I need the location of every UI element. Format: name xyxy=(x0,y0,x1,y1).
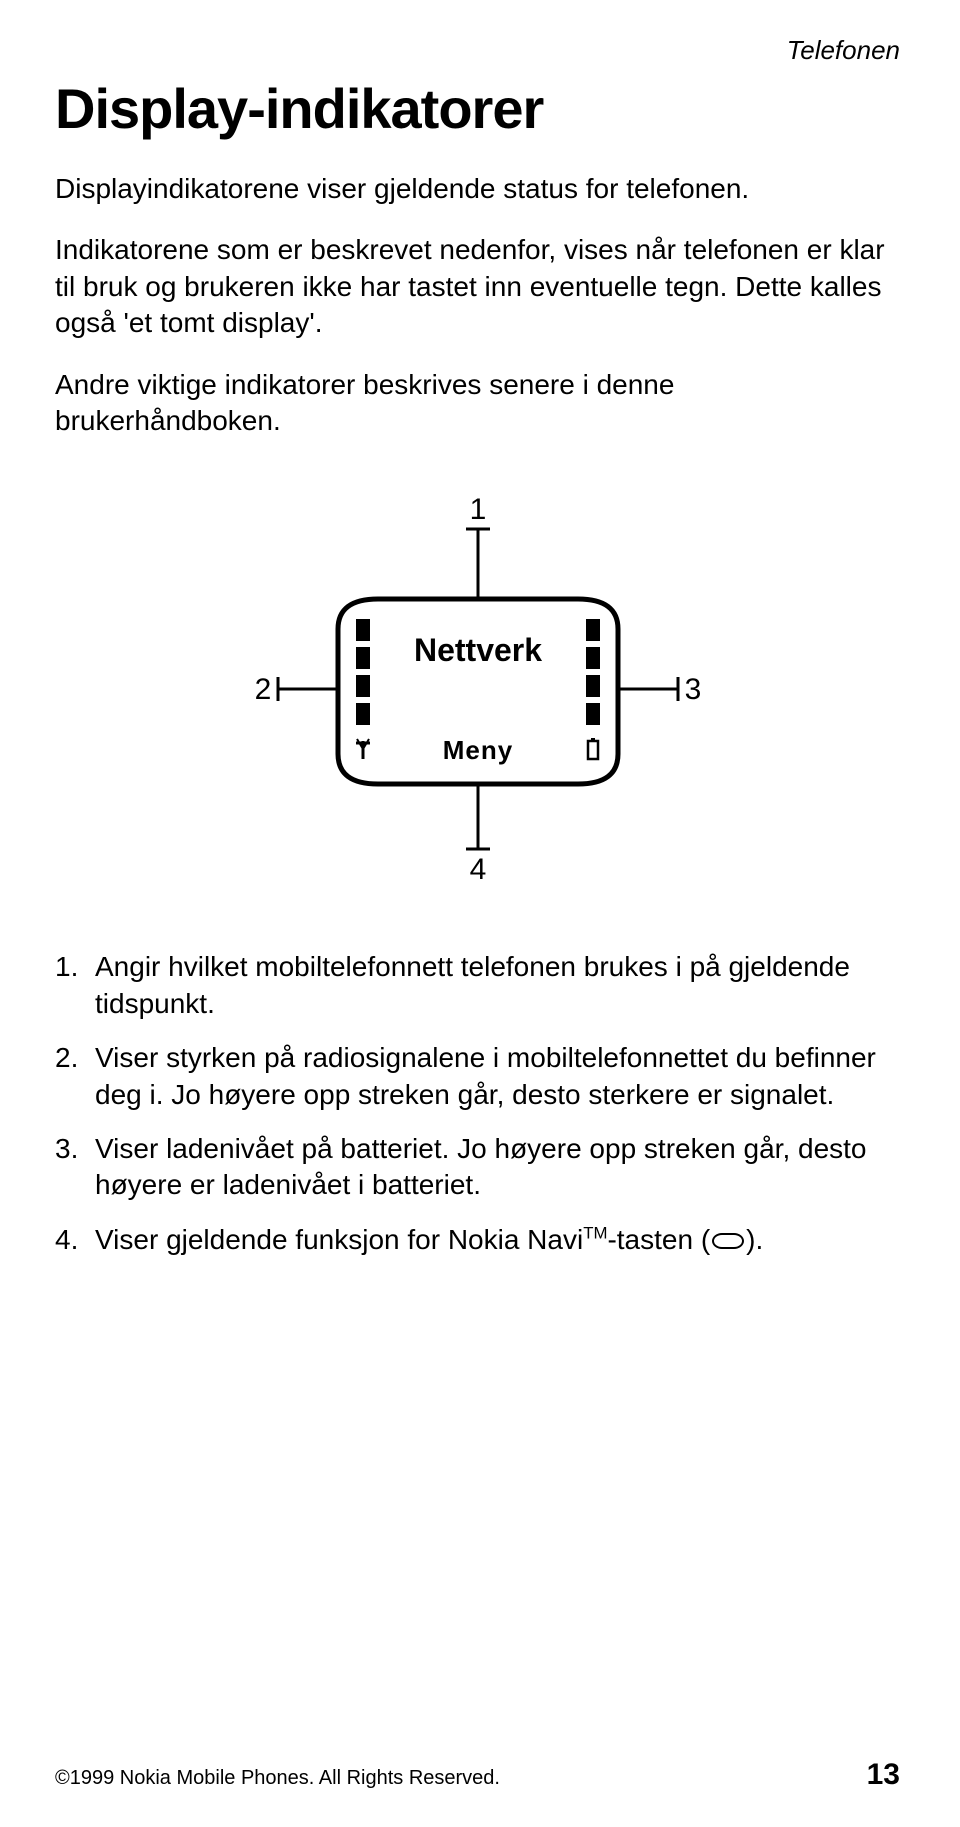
page-number: 13 xyxy=(867,1758,900,1792)
list-number-2: 2. xyxy=(55,1040,95,1113)
list-text-3: Viser ladenivået på batteriet. Jo høyere… xyxy=(95,1131,900,1204)
list-text-2: Viser styrken på radiosignalene i mobilt… xyxy=(95,1040,900,1113)
page-footer: ©1999 Nokia Mobile Phones. All Rights Re… xyxy=(55,1758,900,1792)
section-header: Telefonen xyxy=(55,35,900,66)
list-item: 2. Viser styrken på radiosignalene i mob… xyxy=(55,1040,900,1113)
diagram-label-4: 4 xyxy=(469,853,486,886)
copyright-text: ©1999 Nokia Mobile Phones. All Rights Re… xyxy=(55,1767,500,1790)
intro-paragraph-3: Andre viktige indikatorer beskrives sene… xyxy=(55,367,900,440)
list-number-4: 4. xyxy=(55,1222,95,1258)
list-item: 1. Angir hvilket mobiltelefonnett telefo… xyxy=(55,949,900,1022)
list-number-1: 1. xyxy=(55,949,95,1022)
display-diagram: 1 2 3 4 xyxy=(55,489,900,889)
diagram-label-3: 3 xyxy=(684,673,701,706)
diagram-label-1: 1 xyxy=(469,493,486,526)
intro-paragraph-1: Displayindikatorene viser gjeldende stat… xyxy=(55,171,900,207)
list-text-1: Angir hvilket mobiltelefonnett telefonen… xyxy=(95,949,900,1022)
diagram-label-2: 2 xyxy=(254,673,271,706)
display-diagram-svg: 1 2 3 4 xyxy=(218,489,738,889)
list-4-suffix: -tasten ( xyxy=(607,1224,710,1255)
display-main-text: Nettverk xyxy=(413,632,541,668)
intro-paragraph-2: Indikatorene som er beskrevet nedenfor, … xyxy=(55,232,900,341)
list-4-end: ). xyxy=(746,1224,763,1255)
display-sub-text: Meny xyxy=(442,735,512,765)
trademark-symbol: TM xyxy=(583,1223,607,1242)
list-4-prefix: Viser gjeldende funksjon for Nokia Navi xyxy=(95,1224,583,1255)
list-item: 3. Viser ladenivået på batteriet. Jo høy… xyxy=(55,1131,900,1204)
list-number-3: 3. xyxy=(55,1131,95,1204)
list-item: 4. Viser gjeldende funksjon for Nokia Na… xyxy=(55,1222,900,1258)
page-title: Display-indikatorer xyxy=(55,76,900,141)
list-text-4: Viser gjeldende funksjon for Nokia NaviT… xyxy=(95,1222,900,1258)
navi-key-icon xyxy=(712,1233,744,1249)
